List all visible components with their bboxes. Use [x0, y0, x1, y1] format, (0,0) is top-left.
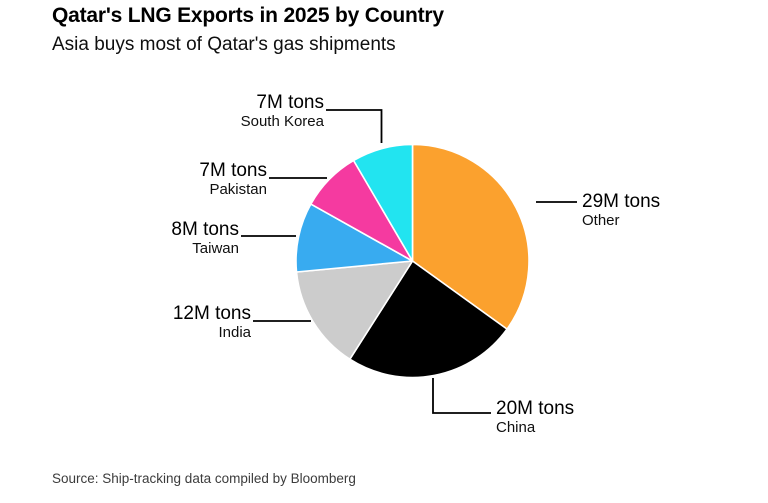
- callout-lines: [241, 109, 577, 414]
- callout-value: 7M tons: [256, 92, 324, 113]
- callout-country: South Korea: [240, 113, 324, 130]
- callout-pakistan: 7M tons Pakistan: [199, 160, 267, 198]
- callout-country: Other: [582, 212, 620, 229]
- callout-india: 12M tons India: [173, 303, 251, 341]
- callout-china: 20M tons China: [496, 398, 574, 436]
- callout-value: 20M tons: [496, 398, 575, 419]
- callout-value: 12M tons: [172, 303, 251, 324]
- source-attribution: Source: Ship-tracking data compiled by B…: [52, 471, 356, 486]
- pie-chart: [295, 143, 530, 379]
- callout-other: 29M tons Other: [582, 191, 660, 229]
- callout-line-china: [432, 378, 491, 414]
- callout-taiwan: 8M tons Taiwan: [171, 219, 239, 257]
- pie-slice-india: [295, 260, 414, 361]
- chart-title: Qatar's LNG Exports in 2025 by Country: [52, 4, 444, 27]
- pie-slice-china: [349, 260, 508, 379]
- chart-subtitle: Asia buys most of Qatar's gas shipments: [52, 34, 396, 55]
- pie-slice-other: [411, 143, 530, 330]
- callout-line-south-korea: [326, 109, 383, 143]
- callout-country: China: [496, 419, 536, 436]
- pie-slice-south-korea: [352, 143, 414, 262]
- callout-value: 8M tons: [171, 219, 239, 240]
- callout-country: Taiwan: [192, 240, 239, 257]
- callout-value: 29M tons: [582, 191, 661, 212]
- callout-country: India: [218, 324, 251, 341]
- callout-country: Pakistan: [209, 181, 267, 198]
- callout-south-korea: 7M tons South Korea: [241, 92, 324, 130]
- callout-value: 7M tons: [199, 160, 267, 181]
